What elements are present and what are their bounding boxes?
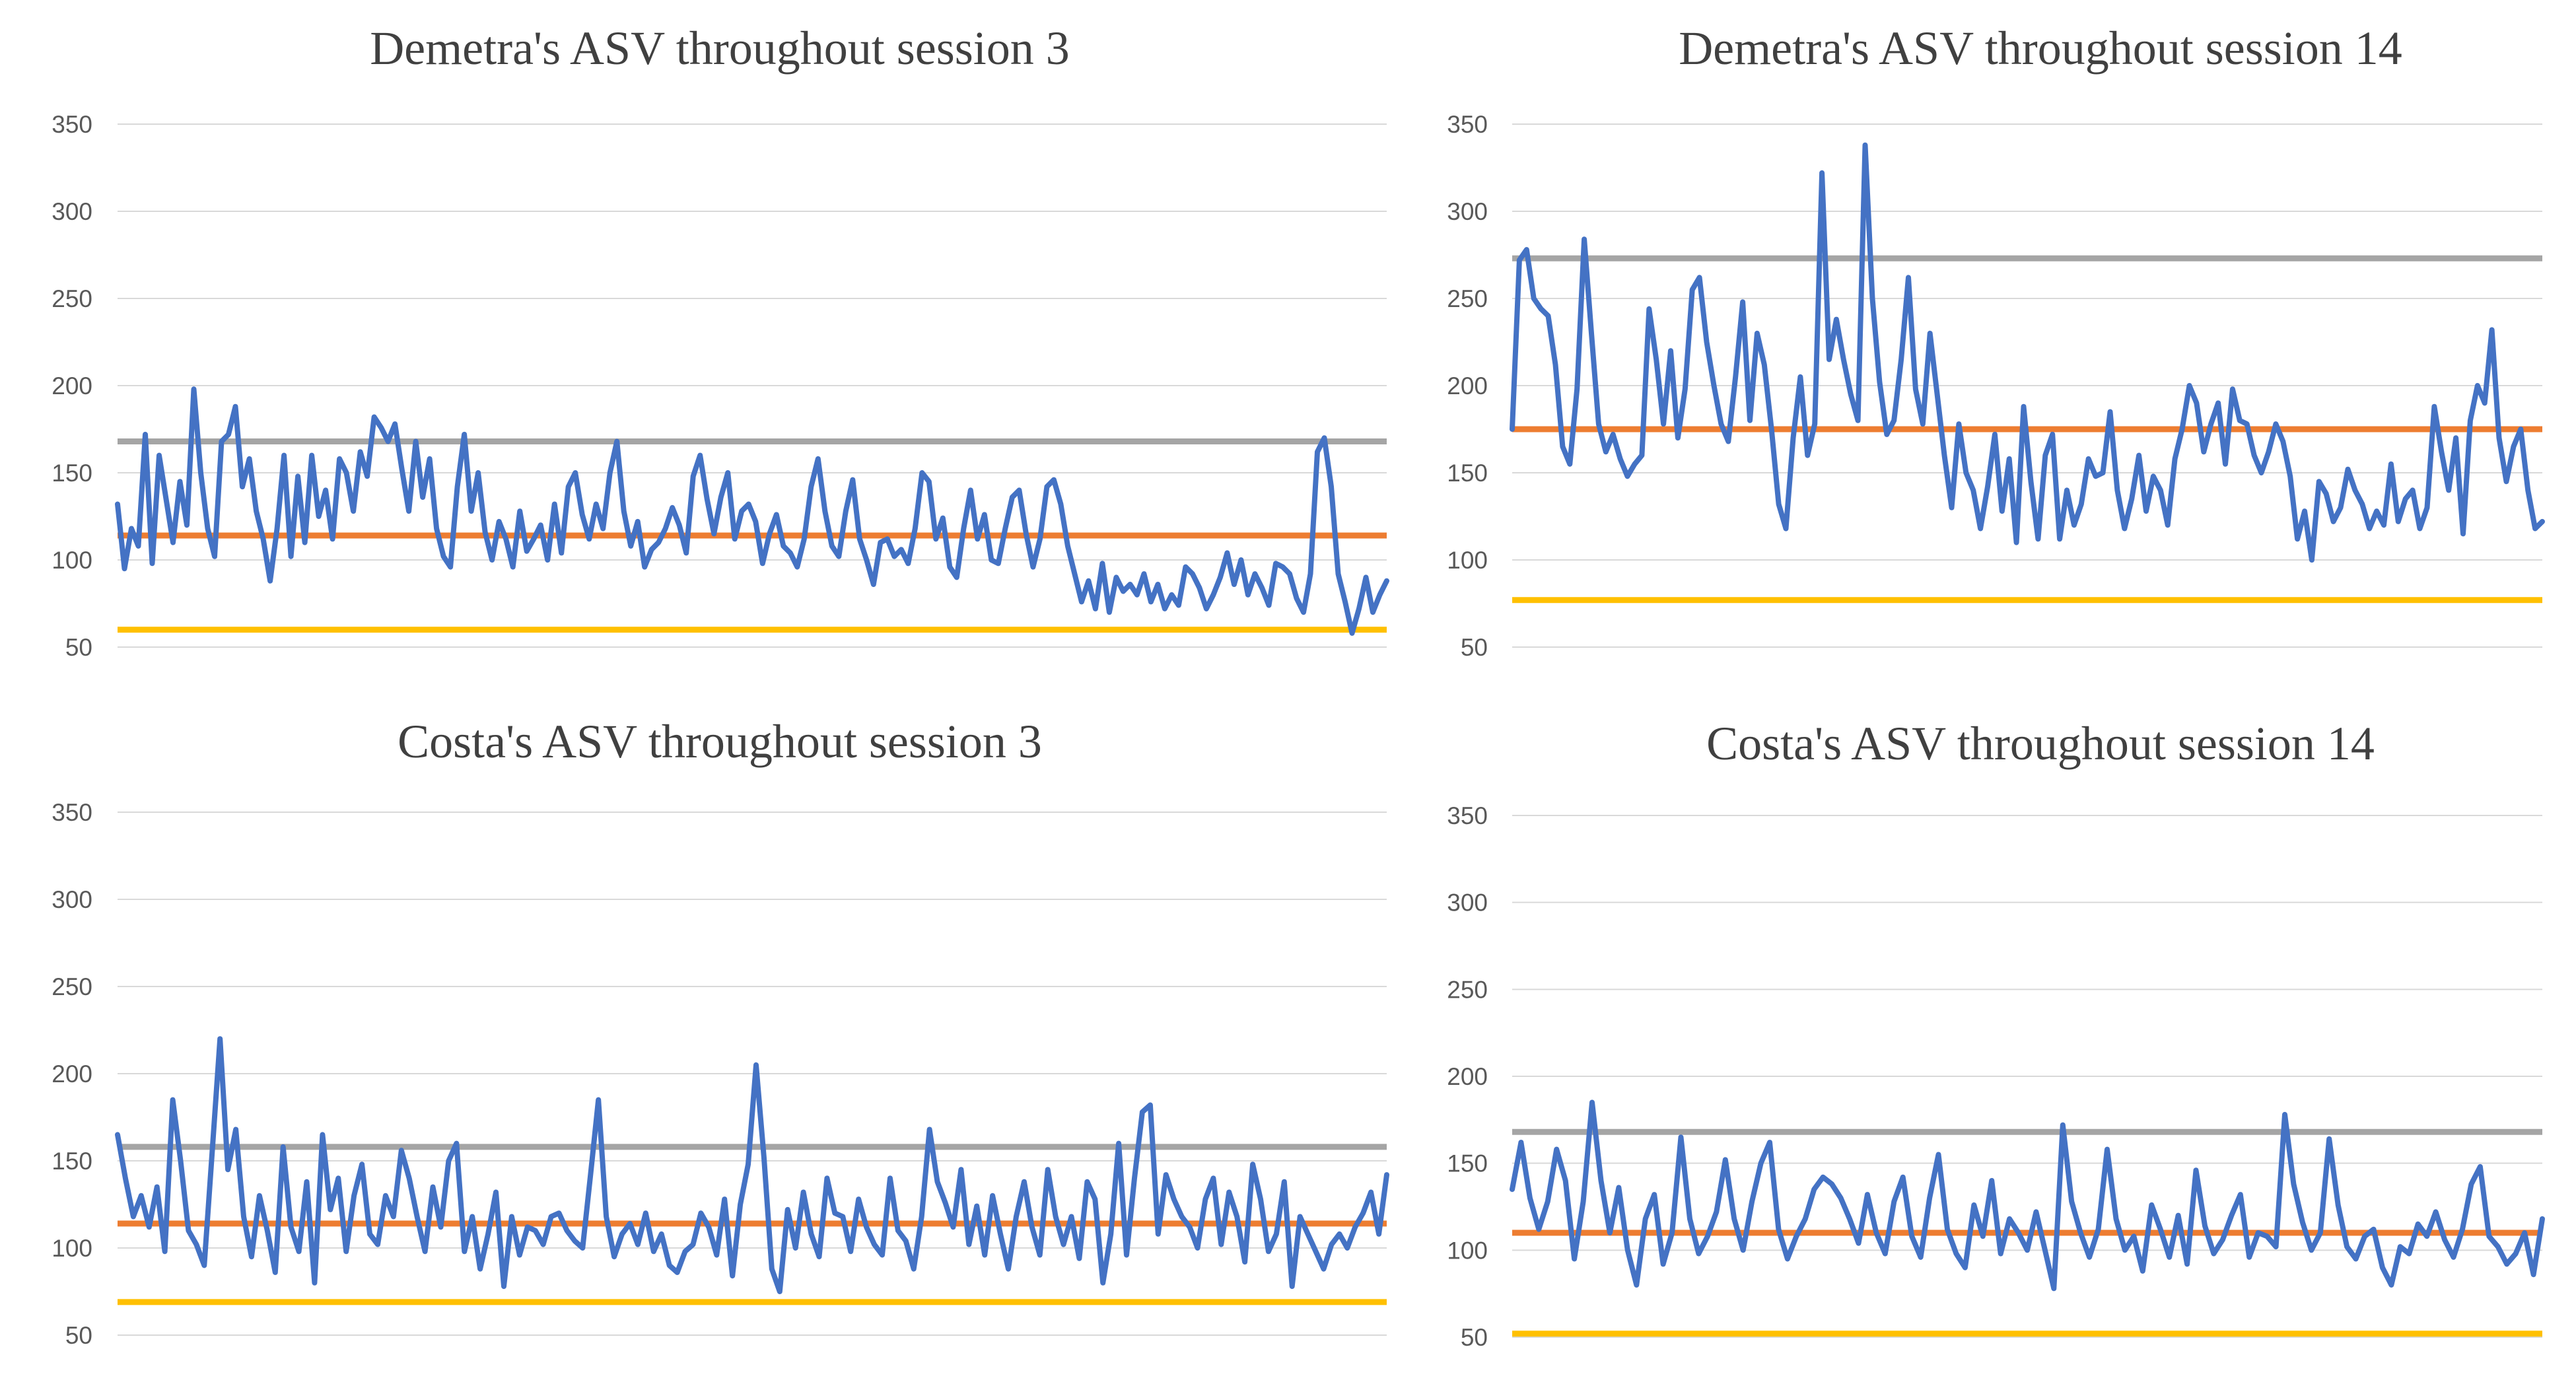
y-tick-label: 300 — [1447, 198, 1488, 225]
y-tick-label: 250 — [52, 285, 92, 312]
y-tick-label: 100 — [1447, 547, 1488, 574]
chart-panel-costa-session-3: Costa's ASV throughout session 3 350 300 2… — [0, 687, 1420, 1384]
chart-panel-demetra-session-3: Demetra's ASV throughout session 3 350 30… — [0, 0, 1420, 687]
series-line-asv — [1510, 142, 2545, 563]
chart-panel-costa-session-14: Costa's ASV throughout session 14 350 300… — [1393, 687, 2576, 1384]
series-line-asv — [115, 386, 1389, 636]
y-tick-label: 200 — [1447, 1063, 1488, 1090]
y-tick-label: 350 — [52, 111, 92, 138]
y-tick-label: 100 — [52, 1235, 92, 1262]
y-tick-label: 200 — [52, 372, 92, 399]
series-line-asv — [1510, 1099, 2545, 1292]
y-tick-label: 150 — [1447, 460, 1488, 487]
y-tick-label: 300 — [1447, 889, 1488, 917]
y-tick-label: 150 — [52, 1148, 92, 1175]
y-tick-label: 50 — [65, 1322, 92, 1349]
y-tick-label: 100 — [52, 547, 92, 574]
chart-panel-demetra-session-14: Demetra's ASV throughout session 14 350 3… — [1393, 0, 2576, 687]
y-tick-label: 250 — [1447, 285, 1488, 312]
plot-area: 350 300 250 200 150 100 50 — [1447, 111, 2545, 661]
y-tick-label: 50 — [1461, 1324, 1488, 1351]
plot-area: 350 300 250 200 150 100 50 — [52, 111, 1389, 661]
series-line-asv — [115, 1036, 1389, 1294]
y-tick-label: 200 — [1447, 372, 1488, 399]
plot-area: 350 300 250 200 150 100 50 — [52, 799, 1389, 1349]
y-tick-label: 350 — [1447, 111, 1488, 138]
y-tick-label: 250 — [52, 973, 92, 1000]
y-tick-label: 50 — [65, 634, 92, 661]
y-tick-label: 350 — [52, 799, 92, 826]
y-tick-label: 200 — [52, 1060, 92, 1088]
y-tick-label: 350 — [1447, 802, 1488, 829]
chart-title: Costa's ASV throughout session 14 — [1706, 717, 2375, 770]
y-tick-label: 50 — [1461, 634, 1488, 661]
chart-title: Demetra's ASV throughout session 3 — [370, 22, 1070, 75]
y-tick-label: 150 — [52, 460, 92, 487]
plot-area: 350 300 250 200 150 100 50 — [1447, 802, 2545, 1351]
chart-title: Costa's ASV throughout session 3 — [398, 715, 1042, 768]
y-tick-label: 100 — [1447, 1237, 1488, 1264]
y-tick-label: 300 — [52, 198, 92, 225]
y-tick-label: 150 — [1447, 1150, 1488, 1177]
y-tick-label: 300 — [52, 886, 92, 913]
y-tick-label: 250 — [1447, 976, 1488, 1003]
chart-title: Demetra's ASV throughout session 14 — [1679, 22, 2402, 75]
